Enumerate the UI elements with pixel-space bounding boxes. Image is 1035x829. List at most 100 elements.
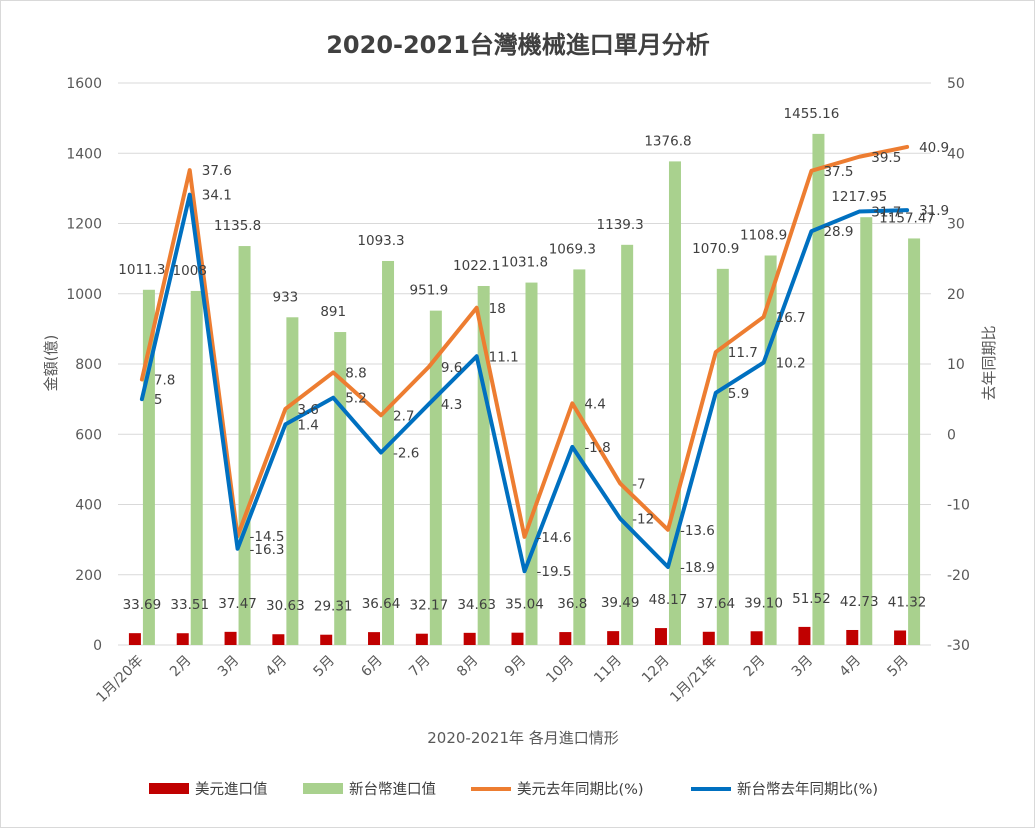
bar-twd-import bbox=[525, 282, 538, 645]
x-tick-label: 8月 bbox=[454, 653, 482, 681]
data-label-twd-import: 1108.9 bbox=[740, 227, 787, 243]
y-tick-label: 1200 bbox=[66, 217, 102, 233]
data-label-usd-import: 48.17 bbox=[649, 592, 688, 608]
y2-tick-label: 40 bbox=[947, 146, 965, 162]
legend-label: 新台幣進口值 bbox=[349, 781, 436, 798]
data-label-usd-yoy: -14.5 bbox=[250, 529, 285, 545]
data-label-twd-yoy: -2.6 bbox=[393, 446, 419, 462]
data-label-usd-yoy: 4.4 bbox=[584, 396, 605, 412]
y-tick-label: 1600 bbox=[66, 76, 102, 92]
data-label-twd-import: 1455.16 bbox=[784, 106, 840, 122]
y-tick-label: 0 bbox=[93, 638, 102, 654]
x-tick-label: 2月 bbox=[167, 653, 195, 681]
data-label-usd-import: 37.64 bbox=[696, 596, 735, 612]
data-label-twd-yoy: 10.2 bbox=[776, 356, 806, 372]
bar-twd-import bbox=[286, 317, 299, 645]
legend-swatch bbox=[303, 783, 343, 794]
y2-tick-label: 20 bbox=[947, 287, 965, 303]
data-label-twd-import: 1376.8 bbox=[644, 133, 691, 149]
bar-usd-import bbox=[224, 631, 237, 645]
data-label-usd-import: 32.17 bbox=[410, 598, 449, 614]
data-label-twd-import: 891 bbox=[320, 304, 346, 320]
data-label-usd-import: 41.32 bbox=[888, 594, 927, 610]
x-tick-label: 9月 bbox=[502, 653, 530, 681]
data-label-usd-import: 36.64 bbox=[362, 596, 401, 612]
y2-tick-label: 0 bbox=[947, 427, 956, 443]
x-tick-label: 11月 bbox=[591, 653, 625, 687]
legend-swatch bbox=[149, 783, 189, 794]
data-label-usd-yoy: 37.6 bbox=[202, 163, 232, 179]
bar-usd-import bbox=[415, 633, 428, 645]
data-label-twd-yoy: 11.1 bbox=[489, 349, 519, 365]
data-label-twd-import: 951.9 bbox=[410, 283, 449, 299]
data-label-twd-yoy: 5.9 bbox=[728, 386, 749, 402]
bar-usd-import bbox=[176, 633, 189, 645]
data-label-twd-yoy: -16.3 bbox=[250, 542, 285, 558]
data-label-twd-import: 1217.95 bbox=[831, 189, 887, 205]
x-tick-label: 1月/20年 bbox=[93, 653, 146, 706]
data-label-twd-import: 1135.8 bbox=[214, 218, 261, 234]
data-label-twd-yoy: 5 bbox=[154, 392, 163, 408]
x-tick-label: 10月 bbox=[543, 653, 577, 687]
data-label-twd-import: 1069.3 bbox=[549, 241, 596, 257]
data-label-twd-yoy: 31.9 bbox=[919, 203, 949, 219]
data-label-twd-import: 1093.3 bbox=[357, 233, 404, 249]
data-label-twd-import: 1031.8 bbox=[501, 255, 548, 271]
y-tick-label: 800 bbox=[75, 357, 102, 373]
data-label-usd-yoy: 7.8 bbox=[154, 372, 175, 388]
y-tick-label: 400 bbox=[75, 498, 102, 514]
data-label-usd-import: 34.63 bbox=[457, 597, 496, 613]
data-label-twd-import: 933 bbox=[272, 289, 298, 305]
data-label-usd-yoy: 16.7 bbox=[776, 310, 806, 326]
bar-usd-import bbox=[607, 631, 620, 645]
bar-usd-import bbox=[750, 631, 763, 645]
y-tick-label: 600 bbox=[75, 427, 102, 443]
bar-usd-import bbox=[463, 632, 476, 645]
y2-tick-label: -30 bbox=[947, 638, 970, 654]
lines bbox=[139, 144, 910, 574]
data-label-usd-yoy: 8.8 bbox=[345, 365, 366, 381]
data-label-usd-import: 42.73 bbox=[840, 594, 879, 610]
data-label-usd-yoy: -13.6 bbox=[680, 523, 715, 539]
bar-usd-import bbox=[128, 633, 141, 645]
data-label-twd-yoy: 28.9 bbox=[823, 224, 853, 240]
bar-usd-import bbox=[654, 628, 667, 645]
bar-twd-import bbox=[860, 217, 873, 645]
data-label-usd-import: 33.69 bbox=[123, 597, 162, 613]
data-label-twd-yoy: -18.9 bbox=[680, 560, 715, 576]
data-label-twd-import: 1157.47 bbox=[879, 210, 935, 226]
x-axis-title: 2020-2021年 各月進口情形 bbox=[427, 729, 619, 747]
legend-label: 美元進口值 bbox=[195, 781, 268, 798]
legend-label: 新台幣去年同期比(%) bbox=[737, 781, 878, 798]
legend: 美元進口值 新台幣進口值 美元去年同期比(%) 新台幣去年同期比(%) bbox=[149, 781, 878, 798]
data-label-twd-yoy: 31.7 bbox=[871, 205, 901, 221]
series-line-usd-yoy bbox=[139, 144, 910, 539]
data-labels: 33.69 33.51 37.47 30.63 29.31 36.64 32.17 34.63… bbox=[118, 106, 949, 615]
data-label-usd-yoy: 40.9 bbox=[919, 140, 949, 156]
data-label-usd-import: 39.49 bbox=[601, 595, 640, 611]
data-label-twd-import: 1011.3 bbox=[118, 262, 165, 278]
x-tick-label: 4月 bbox=[263, 653, 291, 681]
bar-usd-import bbox=[798, 626, 811, 645]
data-label-usd-import: 35.04 bbox=[505, 597, 544, 613]
x-tick-label: 12月 bbox=[639, 653, 673, 687]
x-tick-label: 1月/21年 bbox=[667, 653, 720, 706]
data-label-twd-yoy: 4.3 bbox=[441, 397, 462, 413]
bar-usd-import bbox=[272, 634, 285, 645]
x-tick-label: 4月 bbox=[837, 653, 865, 681]
data-label-usd-import: 36.8 bbox=[557, 596, 587, 612]
data-label-twd-yoy: -12 bbox=[632, 512, 654, 528]
y-tick-label: 1000 bbox=[66, 287, 102, 303]
bar-usd-import bbox=[702, 631, 715, 645]
data-label-twd-yoy: 34.1 bbox=[202, 188, 232, 204]
data-label-twd-import: 1008 bbox=[173, 263, 207, 279]
data-label-usd-yoy: 37.5 bbox=[823, 164, 853, 180]
bar-twd-import bbox=[382, 260, 395, 645]
data-label-usd-yoy: 9.6 bbox=[441, 360, 462, 376]
bar-usd-import bbox=[559, 632, 572, 645]
y2-tick-label: 30 bbox=[947, 217, 965, 233]
data-label-usd-import: 51.52 bbox=[792, 591, 831, 607]
bar-twd-import bbox=[190, 290, 203, 645]
y2-tick-label: -10 bbox=[947, 498, 970, 514]
